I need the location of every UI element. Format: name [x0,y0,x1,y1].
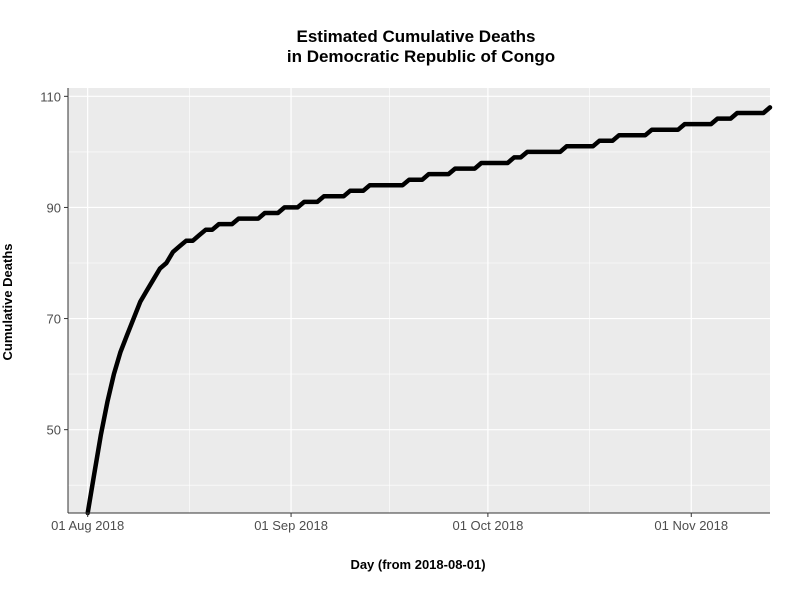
y-axis-title: Cumulative Deaths [0,243,15,360]
y-tick-label: 110 [40,89,61,104]
y-tick-label: 50 [47,423,61,438]
axes [64,88,770,517]
y-tick-label: 90 [47,200,61,215]
chart-title-line-1: Estimated Cumulative Deaths [296,27,535,46]
x-axis-title: Day (from 2018-08-01) [350,557,485,572]
cumulative-deaths-line [85,105,773,516]
series-layer [85,105,773,516]
chart-title-line-2: in Democratic Republic of Congo [287,47,555,66]
y-tick-label: 70 [47,312,61,327]
x-tick-label: 01 Aug 2018 [51,518,124,533]
plot-panel [68,88,770,513]
tick-labels: 01 Aug 2018 01 Sep 2018 01 Oct 2018 01 Nov … [40,89,728,533]
x-tick-label: 01 Sep 2018 [254,518,328,533]
minor-gridlines [68,88,770,513]
x-tick-label: 01 Nov 2018 [654,518,728,533]
major-gridlines [68,88,770,513]
x-tick-label: 01 Oct 2018 [452,518,523,533]
